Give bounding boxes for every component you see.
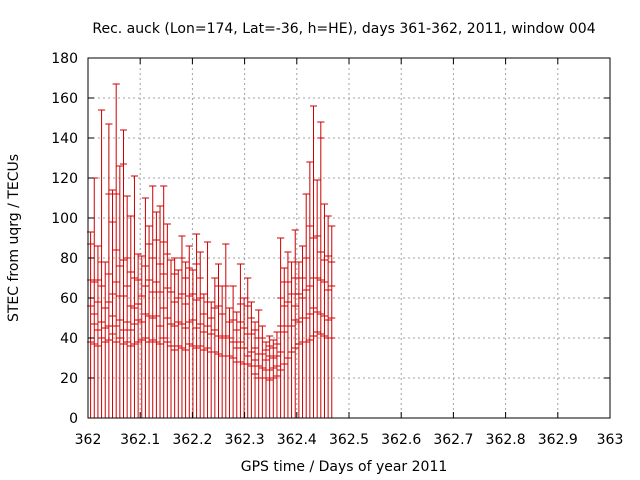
x-axis-label: GPS time / Days of year 2011 (241, 459, 448, 475)
error-bar (193, 233, 201, 418)
x-tick-label: 362.5 (329, 432, 369, 448)
error-bar (229, 285, 237, 418)
chart-title: Rec. auck (Lon=174, Lat=-36, h=HE), days… (92, 21, 595, 37)
error-bar (109, 189, 117, 418)
y-tick-label: 20 (60, 371, 78, 387)
error-bar (306, 161, 314, 418)
x-tick-label: 362.7 (433, 432, 473, 448)
error-bar (236, 263, 244, 418)
error-bar (277, 237, 285, 418)
error-bar (141, 197, 149, 418)
error-bar (112, 83, 120, 418)
x-tick-label: 362.4 (277, 432, 317, 448)
error-bar (244, 277, 252, 418)
error-bar (247, 301, 255, 418)
x-tick-label: 362 (75, 432, 102, 448)
error-bar (138, 255, 146, 418)
error-bar (160, 185, 168, 418)
x-tick-label: 363 (597, 432, 624, 448)
error-bar (105, 123, 113, 418)
error-bar (269, 339, 277, 418)
error-bar (127, 215, 135, 418)
error-bar (255, 309, 263, 418)
error-bar (251, 321, 259, 418)
error-bar (328, 225, 336, 418)
error-bar (266, 335, 274, 418)
error-bar (182, 261, 190, 418)
error-bar (196, 251, 204, 418)
error-bar (101, 261, 109, 418)
y-tick-label: 0 (69, 411, 78, 427)
x-tick-label: 362.9 (538, 432, 578, 448)
error-bar (171, 257, 179, 418)
error-bar (317, 121, 325, 418)
error-bar (189, 269, 197, 418)
error-bar (302, 193, 310, 418)
error-bar (222, 243, 230, 418)
error-bar (123, 195, 131, 418)
error-bar (98, 109, 106, 418)
error-bar (320, 203, 328, 418)
error-bar (174, 269, 182, 418)
error-bar (310, 105, 318, 418)
y-tick-label: 100 (51, 211, 78, 227)
y-tick-label: 180 (51, 51, 78, 67)
y-tick-label: 140 (51, 131, 78, 147)
error-bar (313, 179, 321, 418)
error-bar (156, 205, 164, 418)
error-bar (167, 259, 175, 418)
error-bar (291, 229, 299, 418)
error-bar (218, 285, 226, 418)
error-bar (284, 251, 292, 418)
x-tick-label: 362.3 (225, 432, 265, 448)
error-bar (273, 331, 281, 418)
y-tick-label: 120 (51, 171, 78, 187)
ticks: 362 362.1 362.2 362.3 362.4 362.5 362.6 362.7 36… (51, 51, 623, 448)
series-error-bars (87, 83, 336, 418)
y-tick-label: 80 (60, 251, 78, 267)
error-bar (119, 129, 127, 418)
error-bar (152, 211, 160, 418)
error-bar (94, 245, 102, 418)
y-tick-label: 40 (60, 331, 78, 347)
error-bar (295, 261, 303, 418)
x-tick-label: 362.8 (486, 432, 526, 448)
error-bar (280, 267, 288, 418)
error-bar (145, 225, 153, 418)
error-bar (134, 253, 142, 418)
error-bar (200, 293, 208, 418)
x-tick-label: 362.1 (120, 432, 160, 448)
error-bar (211, 277, 219, 418)
y-tick-label: 160 (51, 91, 78, 107)
x-tick-label: 362.6 (381, 432, 421, 448)
error-bar (185, 245, 193, 418)
y-tick-label: 60 (60, 291, 78, 307)
x-tick-label: 362.2 (172, 432, 212, 448)
error-bar (178, 235, 186, 418)
y-axis-label: STEC from uqrg / TECUs (6, 154, 22, 322)
error-bar (130, 175, 138, 418)
error-bar (225, 307, 233, 418)
error-bar (149, 185, 157, 418)
error-bar (288, 261, 296, 418)
error-bar (258, 325, 266, 418)
error-bar (163, 223, 171, 418)
